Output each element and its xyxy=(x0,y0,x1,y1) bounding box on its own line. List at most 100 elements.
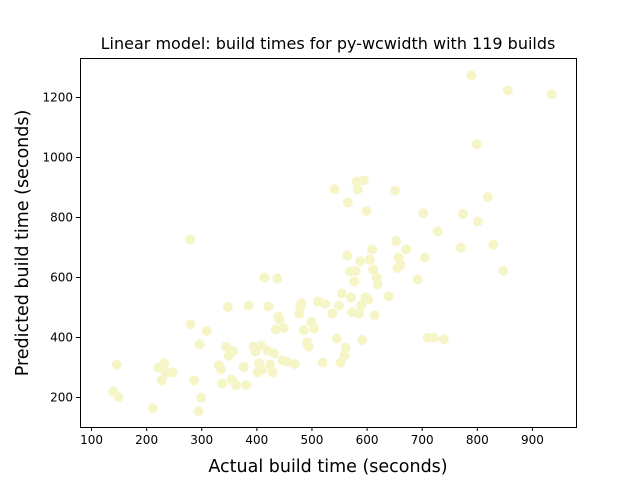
data-point xyxy=(369,310,380,321)
data-point xyxy=(356,300,367,311)
data-point xyxy=(363,294,374,305)
data-point xyxy=(201,326,212,336)
plot-frame xyxy=(80,58,577,428)
x-tick-label: 300 xyxy=(190,433,213,447)
data-point xyxy=(265,359,276,370)
data-point xyxy=(418,208,429,219)
data-point xyxy=(353,308,364,319)
data-point xyxy=(458,209,468,219)
x-axis-label: Actual build time (seconds) xyxy=(208,457,447,477)
data-point xyxy=(289,359,300,369)
data-point xyxy=(331,333,342,344)
data-point xyxy=(393,252,404,263)
data-point xyxy=(390,185,401,196)
data-point xyxy=(278,323,289,333)
y-tick-label: 400 xyxy=(50,331,73,345)
data-point xyxy=(296,298,307,309)
data-point xyxy=(364,254,375,265)
data-point xyxy=(269,348,279,359)
chart-title: Linear model: build times for py-wcwidth… xyxy=(101,34,556,53)
data-point xyxy=(282,356,293,367)
data-point xyxy=(350,266,361,276)
data-point xyxy=(193,406,204,417)
y-tick-label: 1000 xyxy=(42,151,73,165)
data-point xyxy=(272,273,283,284)
data-point xyxy=(222,302,233,312)
x-axis: 100 200 300 400 500 600 700 800 900 xyxy=(80,427,544,447)
data-point xyxy=(368,264,379,275)
data-point xyxy=(498,266,509,276)
data-point xyxy=(342,250,353,261)
data-point xyxy=(401,244,412,255)
data-point xyxy=(395,260,406,270)
data-point xyxy=(263,301,274,312)
data-point xyxy=(217,378,228,389)
y-tick-label: 1200 xyxy=(42,91,73,105)
data-point xyxy=(383,291,394,302)
data-point xyxy=(227,346,238,357)
y-tick-label: 200 xyxy=(50,391,73,405)
data-point xyxy=(455,242,466,253)
data-point xyxy=(367,244,378,255)
data-point xyxy=(241,380,252,390)
data-point xyxy=(420,252,430,263)
data-point xyxy=(167,367,178,378)
data-point xyxy=(156,375,167,386)
data-point xyxy=(342,197,353,208)
data-point xyxy=(438,334,449,345)
data-point xyxy=(189,375,200,386)
data-point xyxy=(546,89,557,100)
x-tick-label: 900 xyxy=(521,433,544,447)
data-point xyxy=(298,325,309,336)
data-point xyxy=(243,300,254,311)
data-point xyxy=(270,324,281,335)
x-tick-label: 700 xyxy=(411,433,434,447)
data-point xyxy=(303,341,314,352)
data-point xyxy=(372,279,383,290)
data-point xyxy=(357,335,368,345)
data-point xyxy=(432,226,443,237)
data-point xyxy=(428,332,439,343)
y-axis: 200 400 600 800 1000 1200 xyxy=(42,91,80,405)
data-point xyxy=(238,362,249,372)
data-point xyxy=(309,323,320,334)
data-point xyxy=(336,288,347,299)
x-tick-label: 600 xyxy=(356,433,379,447)
data-point xyxy=(267,367,278,378)
data-point xyxy=(358,175,369,186)
data-point xyxy=(327,308,338,319)
data-point xyxy=(355,256,365,267)
data-point xyxy=(231,380,241,390)
x-tick-label: 400 xyxy=(245,433,268,447)
data-point xyxy=(339,350,350,361)
data-point xyxy=(346,292,357,303)
data-point xyxy=(502,85,513,96)
x-tick-label: 100 xyxy=(80,433,103,447)
data-point xyxy=(196,392,207,403)
data-point xyxy=(147,403,158,414)
x-tick-label: 200 xyxy=(135,433,158,447)
y-tick-label: 600 xyxy=(50,271,73,285)
data-point xyxy=(185,234,196,245)
data-point xyxy=(488,239,499,250)
data-point xyxy=(320,299,331,309)
x-tick-label: 500 xyxy=(301,433,324,447)
data-point xyxy=(391,236,402,246)
data-point xyxy=(194,339,205,350)
x-tick-label: 800 xyxy=(466,433,489,447)
data-point xyxy=(361,206,372,216)
data-point xyxy=(111,359,122,370)
data-point xyxy=(274,314,285,325)
y-axis-label: Predicted build time (seconds) xyxy=(13,110,33,377)
data-point xyxy=(334,300,344,311)
data-point xyxy=(352,184,363,195)
data-point xyxy=(256,365,267,375)
y-tick-label: 800 xyxy=(50,211,73,225)
data-point xyxy=(472,216,483,227)
data-point xyxy=(159,358,170,369)
data-point xyxy=(185,319,196,330)
data-point xyxy=(471,139,482,150)
data-point xyxy=(259,272,270,283)
data-point xyxy=(216,364,227,375)
